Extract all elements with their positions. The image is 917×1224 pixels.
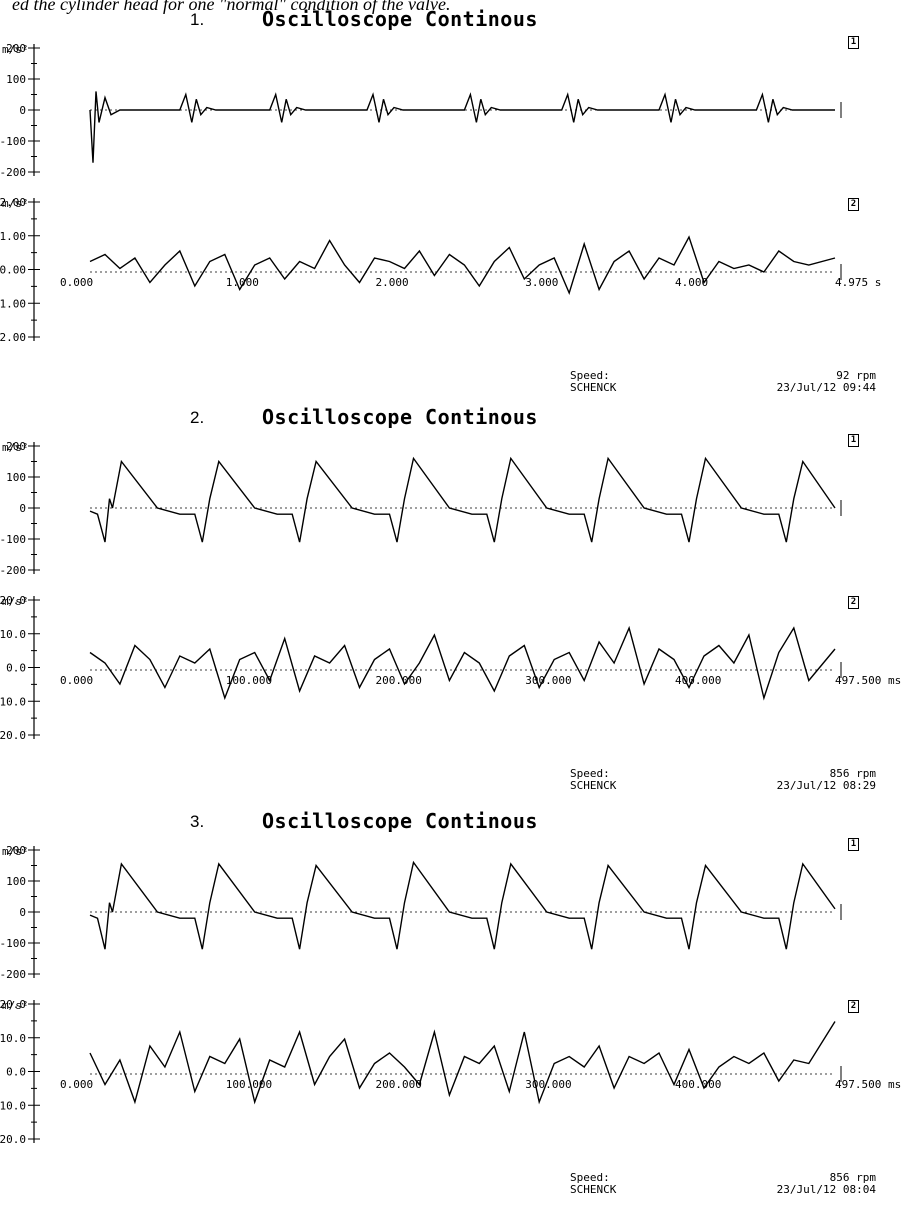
y-tick-label: 200 [6,440,26,453]
y-tick-label: 0 [19,906,26,919]
y-unit-label: m/s² [2,999,29,1012]
oscilloscope-chart-3: 3. Oscilloscope Continous 200 100 0 -100 -200 m… [0,809,917,1207]
chart-title: Oscilloscope Continous [262,809,538,833]
x-tick-label: 200.000 [375,1078,421,1091]
source-label: SCHENCK [570,1183,617,1196]
oscilloscope-plot: 2001000-100-200m/s²20.010.00.0-10.0-20.0… [0,844,901,1146]
x-tick-label: 400.000 [675,1078,721,1091]
y-unit-label: m/s² [2,43,29,56]
source-label: SCHENCK [570,779,617,792]
x-tick-label: 4.975 s [835,276,881,289]
oscilloscope-chart-1: 1. Oscilloscope Continous 200 100 0 -100 -200 m… [0,7,917,405]
y-unit-label: m/s² [2,595,29,608]
y-tick-label: 20.0 [0,998,26,1011]
timestamp: 23/Jul/12 09:44 [776,381,876,394]
x-tick-label: 497.500 ms [835,1078,901,1091]
y-tick-label: 200 [6,42,26,55]
chart-number: 3. [190,812,205,831]
x-tick-label: 100.000 [226,674,272,687]
speed-value: 92 rpm [836,369,876,382]
chart-number: 2. [190,408,205,427]
chart-number: 1. [190,10,205,29]
y-tick-label: -200 [0,166,26,179]
x-tick-label: 2.000 [375,276,408,289]
waveform-channel-1 [89,456,836,543]
speed-footer: Speed: SCHENCK [570,768,616,792]
x-tick-label: 497.500 ms [835,674,901,687]
y-tick-label: -100 [0,533,26,546]
y-tick-label: -100 [0,937,26,950]
x-tick-label: 100.000 [226,1078,272,1091]
y-tick-label: 10.0 [0,628,26,641]
speed-footer: Speed: SCHENCK [570,1172,616,1196]
y-tick-label: 0 [19,502,26,515]
y-tick-label: -10.0 [0,1099,26,1112]
speed-label: Speed: [570,767,610,780]
channel-marker-2: 2 [848,596,859,609]
x-tick-label: 4.000 [675,276,708,289]
waveform-channel-2 [89,235,836,296]
waveform-channel-1 [89,860,836,950]
y-tick-label: 1.00 [0,230,26,243]
y-unit-label: m/s² [2,197,29,210]
x-tick-label: 0.000 [60,276,93,289]
oscilloscope-chart-2: 2. Oscilloscope Continous 200 100 0 -100 -200 m… [0,405,917,803]
y-unit-label: m/s² [2,441,29,454]
timestamp: 23/Jul/12 08:04 [776,1183,876,1196]
y-tick-label: 0 [19,104,26,117]
x-tick-label: 0.000 [60,1078,93,1091]
y-tick-label: -20.0 [0,729,26,742]
y-tick-label: 100 [6,73,26,86]
y-tick-label: 10.0 [0,1032,26,1045]
y-tick-label: -2.00 [0,331,26,344]
channel-marker-1: 1 [848,36,859,49]
speed-value: 856 rpm [829,1171,876,1184]
oscilloscope-plot: 2001000-100-200m/s²2.001.000.00-1.00-2.0… [0,42,881,344]
channel-marker-1: 1 [848,838,859,851]
chart-title: Oscilloscope Continous [262,405,538,429]
x-tick-label: 3.000 [525,276,558,289]
y-unit-label: m/s² [2,845,29,858]
figure-caption: ed the cylinder head for one "normal" co… [12,0,451,14]
speed-values: 92 rpm 23/Jul/12 09:44 [700,370,876,394]
waveform-channel-1 [89,91,835,163]
y-tick-label: 100 [6,471,26,484]
x-tick-label: 1.000 [226,276,259,289]
x-tick-label: 400.000 [675,674,721,687]
y-tick-label: -100 [0,135,26,148]
speed-value: 856 rpm [829,767,876,780]
y-tick-label: -10.0 [0,695,26,708]
speed-values: 856 rpm 23/Jul/12 08:04 [700,1172,876,1196]
y-tick-label: -20.0 [0,1133,26,1146]
y-tick-label: 2.00 [0,196,26,209]
chart-title: Oscilloscope Continous [262,7,538,31]
x-tick-label: 300.000 [525,674,571,687]
y-tick-label: 0.0 [6,1066,26,1079]
oscilloscope-plot: 2001000-100-200m/s²20.010.00.0-10.0-20.0… [0,440,901,742]
x-tick-label: 300.000 [525,1078,571,1091]
x-tick-label: 0.000 [60,674,93,687]
speed-label: Speed: [570,1171,610,1184]
channel-marker-1: 1 [848,434,859,447]
waveform-channel-2 [89,625,836,701]
speed-values: 856 rpm 23/Jul/12 08:29 [700,768,876,792]
y-tick-label: 0.0 [6,662,26,675]
source-label: SCHENCK [570,381,617,394]
y-tick-label: 100 [6,875,26,888]
y-tick-label: -200 [0,564,26,577]
y-tick-label: -200 [0,968,26,981]
y-tick-label: -1.00 [0,297,26,310]
y-tick-label: 200 [6,844,26,857]
waveform-channel-2 [89,1021,836,1105]
speed-footer: Speed: SCHENCK [570,370,616,394]
timestamp: 23/Jul/12 08:29 [776,779,876,792]
y-tick-label: 20.0 [0,594,26,607]
speed-label: Speed: [570,369,610,382]
x-tick-label: 200.000 [375,674,421,687]
channel-marker-2: 2 [848,198,859,211]
y-tick-label: 0.00 [0,264,26,277]
channel-marker-2: 2 [848,1000,859,1013]
